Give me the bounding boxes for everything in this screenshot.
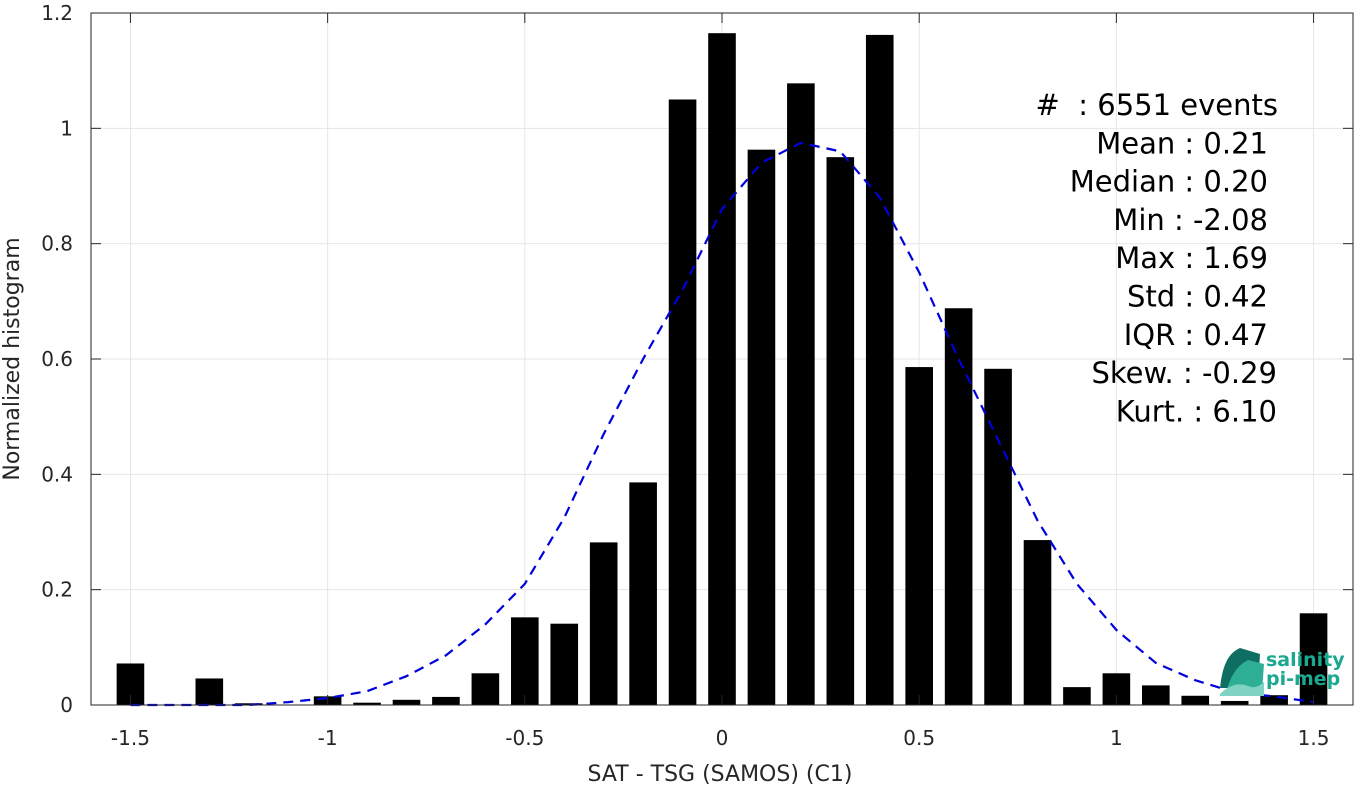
logo-line1: salinity <box>1266 649 1345 671</box>
histogram-bar <box>944 308 973 705</box>
logo-line2: pi-mep <box>1266 668 1340 690</box>
histogram-bar <box>708 33 736 705</box>
stat-line: Skew. : -0.29 <box>1091 356 1277 390</box>
histogram-bar <box>1220 700 1249 705</box>
histogram-bar <box>1181 695 1210 705</box>
histogram-bar <box>1063 687 1091 705</box>
histogram-bar <box>826 157 855 705</box>
x-tick-label: -0.5 <box>505 726 544 750</box>
stat-line: Median : 0.20 <box>1070 165 1268 199</box>
histogram-bar <box>195 678 224 705</box>
y-tick-label: 0.2 <box>41 578 73 602</box>
histogram-bar <box>353 702 381 705</box>
y-axis-title: Normalized histogram <box>0 237 25 480</box>
axes-frame <box>90 12 1354 706</box>
x-axis-title: SAT - TSG (SAMOS) (C1) <box>588 762 853 785</box>
x-tick-label: 0.5 <box>903 726 935 750</box>
y-tick-label: 0.6 <box>41 347 73 371</box>
histogram-bar <box>905 367 933 705</box>
x-tick-label: -1 <box>318 726 338 750</box>
stat-line: # : 6551 events <box>1036 88 1278 122</box>
histogram-bars <box>116 33 1328 706</box>
histogram-bar <box>787 83 815 705</box>
histogram-bar <box>1260 695 1288 705</box>
histogram-bar <box>511 617 539 705</box>
stat-line: Max : 1.69 <box>1115 241 1268 275</box>
gaussian-fit-curve <box>130 141 1314 707</box>
histogram-bar <box>1299 613 1328 705</box>
tick-labels: -1.5 -1 -0.5 0 0.5 1 1.5 0 0.2 0.4 0.6 0.8 1 1.2 <box>41 1 1329 750</box>
x-tick-label: -1.5 <box>111 726 150 750</box>
histogram-bar <box>668 99 697 705</box>
histogram-bar <box>1023 540 1052 705</box>
x-tick-label: 0 <box>716 726 729 750</box>
y-tick-label: 1.2 <box>41 1 73 25</box>
stat-line: Kurt. : 6.10 <box>1116 394 1277 428</box>
histogram-bar <box>550 623 579 705</box>
logo-wave-light <box>1220 682 1264 696</box>
histogram-bar <box>865 34 894 706</box>
salinity-pi-mep-logo: salinity pi-mep <box>1220 648 1345 696</box>
y-tick-label: 1 <box>60 116 73 140</box>
y-tick-label: 0.8 <box>41 232 73 256</box>
stat-line: Min : -2.08 <box>1113 203 1268 237</box>
histogram-bar <box>747 149 776 706</box>
x-tick-label: 1 <box>1110 726 1123 750</box>
y-tick-label: 0 <box>60 693 73 717</box>
stat-line: Std : 0.42 <box>1127 280 1268 314</box>
histogram-bar <box>234 703 263 705</box>
y-tick-label: 0.4 <box>41 462 73 486</box>
stat-line: IQR : 0.47 <box>1124 318 1268 352</box>
histogram-bar <box>629 482 657 705</box>
histogram-bar <box>589 542 618 705</box>
fit-curve-layer <box>130 141 1314 707</box>
histogram-bar <box>1142 685 1170 705</box>
stats-box: # : 6551 events Mean : 0.21 Median : 0.20 M… <box>1036 88 1278 428</box>
histogram-bar <box>471 673 500 705</box>
histogram-bar <box>392 699 421 705</box>
histogram-bar <box>432 696 460 705</box>
stat-line: Mean : 0.21 <box>1096 126 1268 160</box>
histogram-bar <box>984 368 1012 705</box>
x-tick-label: 1.5 <box>1298 726 1330 750</box>
logo-wave-mid <box>1226 660 1264 692</box>
